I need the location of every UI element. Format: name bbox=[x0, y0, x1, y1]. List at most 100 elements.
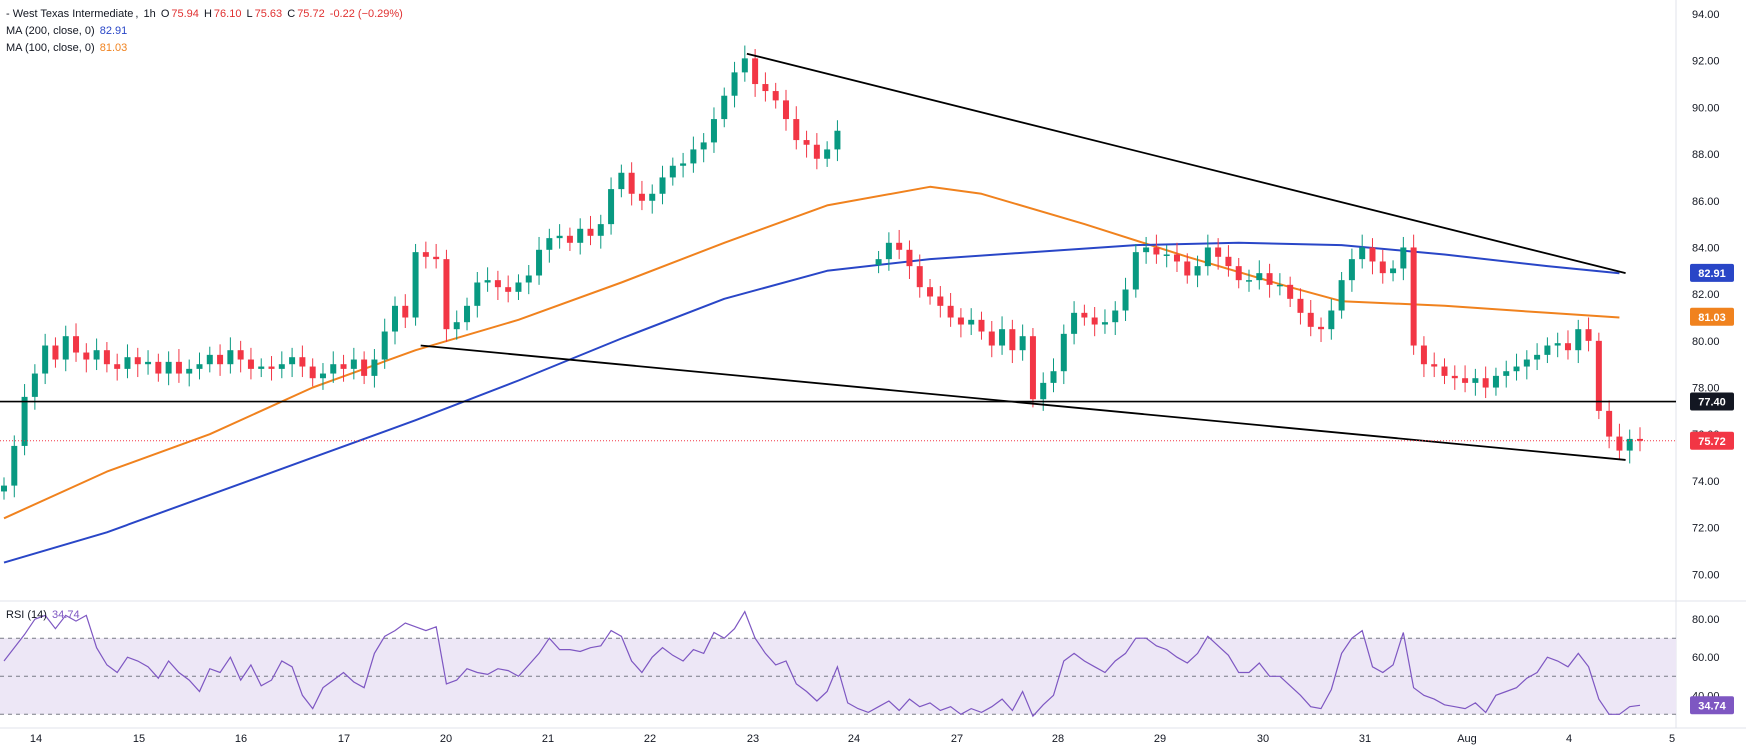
candle-body bbox=[1328, 310, 1335, 330]
candle-body bbox=[968, 319, 975, 325]
ma200-legend: MA (200, close, 0) 82.91 bbox=[6, 25, 129, 37]
candle-body bbox=[433, 256, 440, 260]
candle-body bbox=[546, 238, 553, 250]
price-axis[interactable]: 94.00 92.00 90.00 88.00 86.00 84.00 82.00 80.00… bbox=[1692, 9, 1720, 702]
candle-body bbox=[752, 58, 759, 85]
candle-body bbox=[721, 95, 728, 120]
moving-averages bbox=[3, 185, 1620, 564]
candle-body bbox=[1194, 266, 1201, 276]
price-tick-label: 70.00 bbox=[1692, 569, 1720, 581]
candle-body bbox=[402, 305, 409, 318]
candle-body bbox=[227, 350, 234, 365]
candle-body bbox=[1534, 354, 1541, 360]
candle-body bbox=[690, 149, 697, 164]
candle-body bbox=[114, 364, 121, 369]
price-badges: 82.91 81.03 77.40 75.72 34.74 bbox=[1690, 263, 1734, 715]
candle-body bbox=[680, 163, 687, 166]
price-badge bbox=[1690, 431, 1734, 450]
time-axis[interactable]: 14 15 16 17 20 21 22 23 24 27 28 29 30 31 Aug 4 5 bbox=[30, 733, 1675, 745]
candle-body bbox=[1153, 247, 1160, 255]
ma100-label: MA (100, close, 0) bbox=[6, 42, 95, 54]
candle-body bbox=[1163, 254, 1170, 256]
candle-body bbox=[1235, 266, 1242, 281]
candle-body bbox=[1204, 247, 1211, 267]
candle-body bbox=[1472, 378, 1479, 383]
descending-resistance-line[interactable] bbox=[746, 52, 1626, 275]
candle-body bbox=[1451, 375, 1458, 379]
rsi-tick-label: 60.00 bbox=[1692, 652, 1720, 664]
candle-body bbox=[1071, 312, 1078, 334]
open-label: O bbox=[160, 8, 170, 20]
candle-body bbox=[42, 345, 49, 374]
candle-body bbox=[957, 317, 964, 325]
candle-body bbox=[258, 366, 265, 369]
candle-body bbox=[577, 228, 584, 243]
candle-body bbox=[1523, 359, 1530, 367]
candle-body bbox=[834, 130, 841, 150]
candle-body bbox=[391, 305, 398, 332]
candle-body bbox=[62, 336, 69, 360]
ma200-value: 82.91 bbox=[99, 25, 128, 37]
time-tick-label: 21 bbox=[542, 733, 554, 745]
rsi-label: RSI (14) bbox=[6, 609, 47, 621]
candle-body bbox=[927, 287, 934, 297]
candle-body bbox=[134, 357, 141, 365]
time-tick-label: 4 bbox=[1566, 733, 1572, 745]
time-tick-label: 31 bbox=[1359, 733, 1371, 745]
candle-body bbox=[515, 282, 522, 292]
candle-body bbox=[505, 287, 512, 292]
price-badge-label: 77.40 bbox=[1698, 397, 1726, 409]
candle-body bbox=[1297, 298, 1304, 313]
low-label: L bbox=[246, 8, 253, 20]
candle-body bbox=[474, 282, 481, 306]
candle-body bbox=[999, 329, 1006, 346]
candle-body bbox=[793, 119, 800, 141]
candle-body bbox=[1513, 366, 1520, 372]
candle-body bbox=[556, 235, 563, 239]
candle-body bbox=[1462, 378, 1469, 383]
candle-body bbox=[11, 445, 18, 486]
time-tick-label: 30 bbox=[1257, 733, 1269, 745]
candle-body bbox=[1482, 378, 1489, 388]
candle-body bbox=[1338, 280, 1345, 311]
candle-body bbox=[1503, 371, 1510, 376]
candle-body bbox=[31, 373, 38, 397]
time-tick-label: 17 bbox=[338, 733, 350, 745]
candle-body bbox=[772, 91, 779, 101]
interval-label: 1h bbox=[143, 8, 156, 20]
candle-body bbox=[649, 193, 656, 201]
price-tick-label: 84.00 bbox=[1692, 242, 1720, 254]
symbol-sep: , bbox=[135, 8, 139, 20]
candle-body bbox=[1256, 273, 1263, 281]
candle-body bbox=[916, 266, 923, 288]
candle-body bbox=[330, 364, 337, 374]
candle-body bbox=[1215, 247, 1222, 257]
candle-body bbox=[988, 331, 995, 346]
rsi-badge-label: 34.74 bbox=[1698, 700, 1726, 712]
candle-body bbox=[155, 361, 162, 374]
candle-body bbox=[525, 275, 532, 283]
candle-body bbox=[1246, 280, 1253, 282]
candle-body bbox=[464, 305, 471, 323]
candle-body bbox=[937, 296, 944, 306]
candle-body bbox=[1287, 284, 1294, 299]
candle-body bbox=[124, 357, 131, 369]
candle-body bbox=[782, 100, 789, 120]
candle-body bbox=[1585, 329, 1592, 341]
drawn-trendlines[interactable] bbox=[0, 52, 1676, 461]
candle-body bbox=[1544, 345, 1551, 355]
price-tick-label: 88.00 bbox=[1692, 149, 1720, 161]
grid-lines bbox=[0, 0, 1746, 729]
candle-body bbox=[206, 354, 213, 365]
high-value: 76.10 bbox=[213, 8, 242, 20]
candle-body bbox=[1009, 329, 1016, 351]
symbol-name: - West Texas Intermediate bbox=[6, 8, 134, 20]
time-tick-label: Aug bbox=[1457, 733, 1477, 745]
candle-body bbox=[1595, 340, 1602, 411]
candle-body bbox=[1441, 366, 1448, 376]
low-value: 75.63 bbox=[254, 8, 283, 20]
candle-body bbox=[1369, 247, 1376, 262]
time-tick-label: 15 bbox=[133, 733, 145, 745]
descending-support-line[interactable] bbox=[420, 344, 1626, 461]
